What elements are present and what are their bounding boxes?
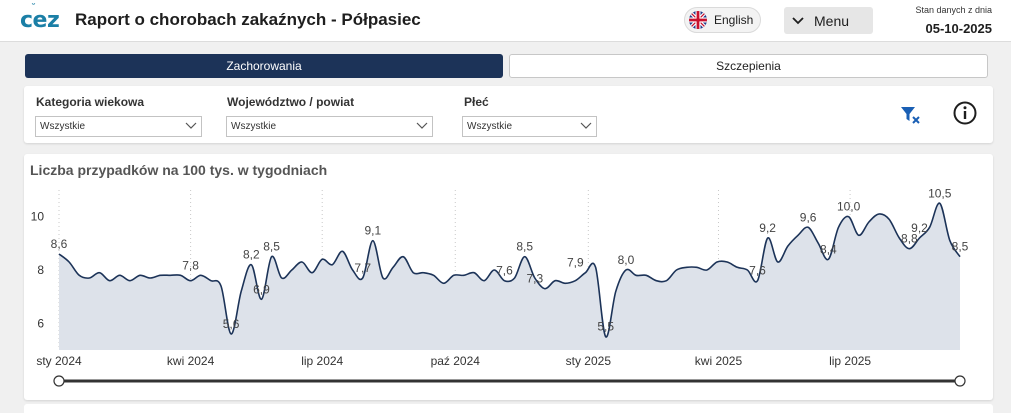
region-filter-label: Województwo / powiat xyxy=(227,95,355,109)
sex-filter-dropdown[interactable]: Wszystkie xyxy=(462,116,597,137)
y-tick-label: 6 xyxy=(37,316,44,330)
data-label: 7,8 xyxy=(182,258,199,272)
tab-zachorowania[interactable]: Zachorowania xyxy=(25,54,503,78)
data-label: 7,6 xyxy=(496,264,513,278)
y-axis: 6 8 10 xyxy=(31,210,45,331)
filter-panel: Kategoria wiekowa Wszystkie Województwo … xyxy=(24,86,993,143)
y-tick-label: 10 xyxy=(31,210,45,224)
data-label: 9,2 xyxy=(911,221,928,235)
slider-handle-start[interactable] xyxy=(53,375,65,387)
data-label: 10,5 xyxy=(928,186,952,200)
data-label: 5,6 xyxy=(223,317,240,331)
data-label: 6,9 xyxy=(253,282,270,296)
x-tick-label: sty 2025 xyxy=(566,354,612,368)
bottom-panel xyxy=(24,404,993,413)
series-area xyxy=(59,203,960,350)
data-label: 7,3 xyxy=(526,272,543,286)
data-label: 9,6 xyxy=(800,210,817,224)
menu-button[interactable]: Menu xyxy=(784,7,873,34)
tab-szczepienia[interactable]: Szczepienia xyxy=(509,54,988,78)
logo-accent-icon: ˘ xyxy=(31,3,36,14)
chart-title: Liczba przypadków na 100 tys. w tygodnia… xyxy=(30,162,328,178)
data-label: 8,5 xyxy=(263,240,280,254)
filter-clear-icon[interactable] xyxy=(898,104,922,126)
region-filter-value: Wszystkie xyxy=(231,121,276,132)
age-filter-value: Wszystkie xyxy=(40,121,85,132)
data-label: 7,9 xyxy=(567,256,584,270)
chevron-down-icon xyxy=(416,120,428,133)
chevron-down-icon xyxy=(784,16,812,25)
chart-panel: Liczba przypadków na 100 tys. w tygodnia… xyxy=(24,154,993,400)
age-filter-dropdown[interactable]: Wszystkie xyxy=(35,116,202,137)
data-status-date: 05-10-2025 xyxy=(925,21,993,36)
x-tick-label: sty 2024 xyxy=(36,354,82,368)
data-labels: 8,67,85,68,26,98,57,79,17,68,57,37,95,58… xyxy=(51,186,969,333)
x-tick-label: lip 2024 xyxy=(301,354,343,368)
data-label: 8,0 xyxy=(618,253,635,267)
chart-series xyxy=(58,202,961,350)
data-label: 9,1 xyxy=(364,224,381,238)
sex-filter-label: Płeć xyxy=(464,95,489,109)
data-label: 8,2 xyxy=(243,248,260,262)
series-line xyxy=(58,202,961,338)
data-label: 8,5 xyxy=(952,240,969,254)
logo-text: cez xyxy=(20,8,60,33)
data-label: 7,7 xyxy=(354,261,371,275)
x-tick-label: kwi 2025 xyxy=(695,354,743,368)
data-label: 8,8 xyxy=(901,232,918,246)
data-label: 8,6 xyxy=(51,237,68,251)
data-label: 9,2 xyxy=(759,221,776,235)
data-status-label: Stan danych z dnia xyxy=(915,5,992,15)
data-label: 5,5 xyxy=(597,320,614,334)
data-label: 10,0 xyxy=(837,200,861,214)
y-tick-label: 8 xyxy=(37,263,44,277)
uk-flag-icon xyxy=(689,11,707,29)
region-filter-dropdown[interactable]: Wszystkie xyxy=(226,116,433,137)
data-label: 8,4 xyxy=(820,242,837,256)
age-filter-label: Kategoria wiekowa xyxy=(36,95,145,109)
page-title: Raport o chorobach zakaźnych - Półpasiec xyxy=(75,10,421,29)
language-label: English xyxy=(714,13,754,27)
chevron-down-icon xyxy=(580,120,592,133)
x-tick-label: kwi 2024 xyxy=(167,354,215,368)
sex-filter-value: Wszystkie xyxy=(467,121,512,132)
x-tick-label: lip 2025 xyxy=(829,354,871,368)
data-label: 7,6 xyxy=(749,264,766,278)
app-header: cez ˘ Raport o chorobach zakaźnych - Pół… xyxy=(0,0,1011,42)
x-tick-label: paź 2024 xyxy=(431,354,481,368)
info-icon[interactable] xyxy=(952,100,978,126)
data-label: 8,5 xyxy=(516,240,533,254)
menu-label: Menu xyxy=(814,12,850,29)
slider-handle-end[interactable] xyxy=(954,375,966,387)
x-axis: sty 2024 kwi 2024 lip 2024 paź 2024 sty 2025… xyxy=(36,354,871,368)
chevron-down-icon xyxy=(185,120,197,133)
cez-logo: cez ˘ xyxy=(20,3,60,33)
date-range-slider[interactable] xyxy=(53,375,966,387)
language-toggle-button[interactable]: English xyxy=(684,7,761,33)
